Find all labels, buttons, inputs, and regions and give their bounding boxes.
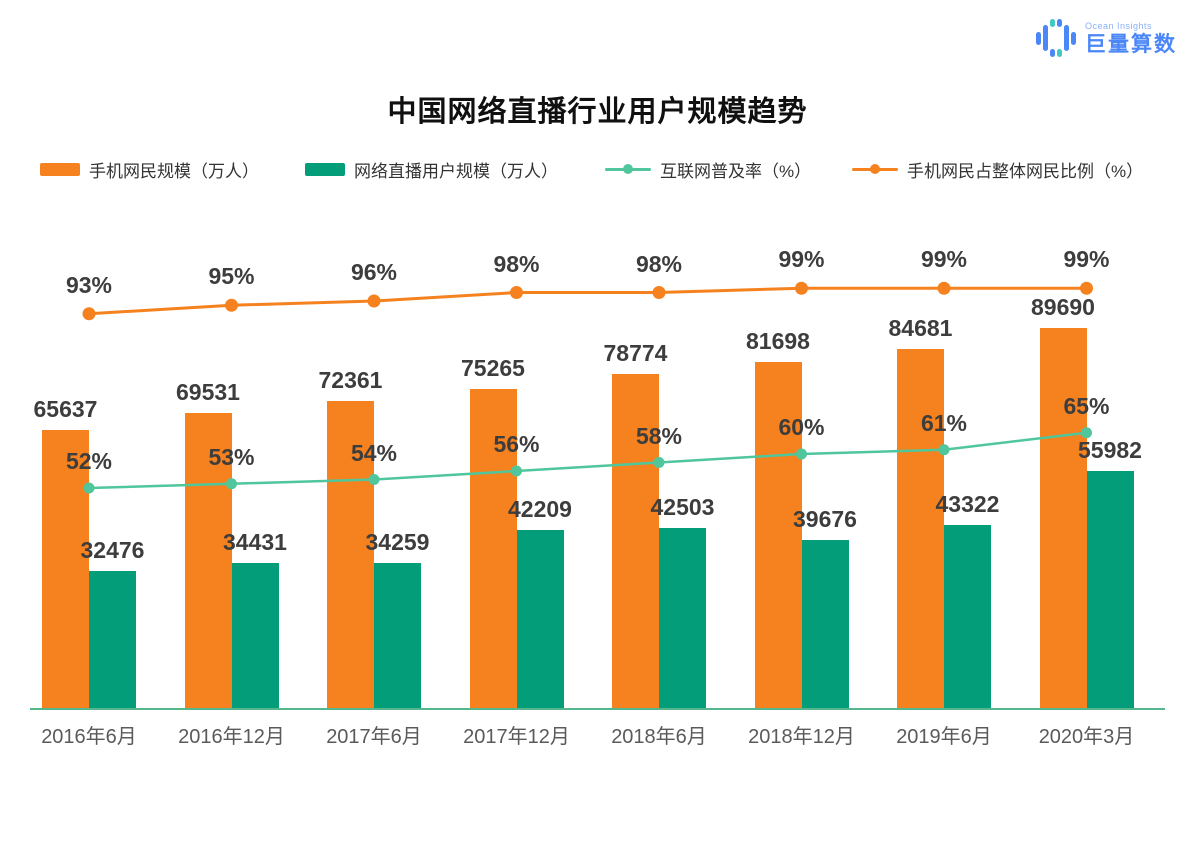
bar-mobile-netizens — [1039, 327, 1087, 709]
legend-item-livestream-users: 网络直播用户规模（万人） — [305, 158, 558, 181]
point-mobile-share — [367, 294, 381, 308]
x-axis-label: 2018年6月 — [611, 726, 707, 748]
x-axis-label: 2017年6月 — [326, 726, 422, 748]
x-axis-label: 2016年6月 — [41, 726, 137, 748]
point-mobile-share — [652, 286, 666, 299]
label-mobile-netizens-value: 72361 — [318, 367, 383, 394]
legend-swatch-livestream-users — [305, 162, 345, 176]
label-mobile-share: 99% — [920, 246, 968, 273]
label-mobile-share: 95% — [208, 263, 255, 290]
bar-mobile-netizens — [897, 349, 944, 709]
label-internet-penetration: 52% — [65, 448, 113, 474]
label-mobile-netizens-value: 65637 — [33, 396, 98, 423]
label-livestream-users-value: 43322 — [935, 490, 1000, 517]
bar-livestream-users — [1086, 471, 1134, 709]
label-mobile-netizens-value: 69531 — [176, 379, 240, 406]
bar-livestream-users — [801, 540, 849, 709]
label-mobile-share: 98% — [493, 250, 540, 277]
label-livestream-users-value: 42503 — [650, 494, 715, 521]
legend-item-mobile-share: 手机网民占整体网民比例（%） — [852, 158, 1144, 181]
label-livestream-users-value: 42209 — [508, 495, 572, 522]
brand-name-cn: 巨量算数 — [1085, 32, 1177, 56]
label-mobile-netizens-value: 89690 — [1031, 293, 1095, 320]
bar-livestream-users — [516, 529, 564, 709]
point-mobile-share — [795, 281, 808, 295]
label-internet-penetration: 61% — [920, 409, 968, 436]
x-axis-label: 2020年3月 — [1038, 726, 1135, 748]
x-axis-label: 2019年6月 — [896, 726, 992, 748]
bar-livestream-users — [374, 563, 421, 709]
legend-label: 手机网民占整体网民比例（%） — [907, 161, 1144, 181]
legend-swatch-mobile-share — [852, 164, 898, 174]
bar-mobile-netizens — [754, 361, 802, 709]
bar-livestream-users — [89, 570, 136, 709]
legend-swatch-internet-penetration — [605, 164, 651, 174]
page-title: 中国网络直播行业用户规模趋势 — [387, 96, 808, 128]
brand-logo: Ocean Insights 巨量算数 — [1034, 16, 1177, 60]
legend-label: 网络直播用户规模（万人） — [354, 161, 558, 181]
label-livestream-users-value: 34431 — [223, 528, 287, 555]
label-mobile-share: 98% — [635, 250, 683, 277]
ocean-insights-logo-icon — [1036, 19, 1076, 57]
label-mobile-netizens-value: 78774 — [603, 340, 668, 367]
label-internet-penetration: 58% — [635, 422, 683, 449]
point-mobile-share — [225, 298, 238, 312]
bar-livestream-users — [231, 562, 279, 709]
label-internet-penetration: 54% — [350, 439, 398, 466]
point-mobile-share — [1080, 281, 1093, 295]
legend-label: 互联网普及率（%） — [660, 161, 812, 181]
bar-mobile-netizens — [42, 430, 89, 709]
bar-livestream-users — [944, 524, 991, 709]
label-livestream-users-value: 39676 — [793, 506, 857, 533]
label-mobile-share: 93% — [65, 271, 113, 298]
x-axis-label: 2018年12月 — [748, 726, 855, 748]
label-mobile-netizens-value: 81698 — [746, 327, 810, 354]
point-mobile-share — [937, 281, 951, 295]
label-livestream-users-value: 34259 — [365, 529, 430, 556]
label-mobile-netizens-value: 84681 — [888, 315, 953, 342]
label-internet-penetration: 56% — [493, 431, 540, 457]
label-livestream-users-value: 32476 — [80, 536, 145, 563]
label-mobile-share: 96% — [350, 259, 398, 285]
line-mobile-share — [88, 286, 1087, 316]
legend-item-mobile-netizens: 手机网民规模（万人） — [40, 158, 259, 181]
label-livestream-users-value: 55982 — [1078, 437, 1142, 464]
label-internet-penetration: 65% — [1063, 392, 1110, 419]
legend-item-internet-penetration: 互联网普及率（%） — [605, 158, 812, 181]
label-internet-penetration: 53% — [208, 443, 255, 470]
point-mobile-share — [510, 286, 523, 299]
x-axis-label: 2016年12月 — [178, 726, 285, 748]
legend-swatch-mobile-netizens — [40, 162, 80, 176]
point-mobile-share — [82, 307, 96, 321]
x-axis-label: 2017年12月 — [463, 726, 570, 748]
bar-mobile-netizens — [612, 374, 659, 709]
label-mobile-share: 99% — [778, 246, 825, 273]
legend-label: 手机网民规模（万人） — [89, 161, 259, 181]
label-mobile-share: 99% — [1063, 246, 1110, 273]
brand-name-en: Ocean Insights — [1085, 20, 1153, 31]
label-internet-penetration: 60% — [778, 414, 825, 440]
label-mobile-netizens-value: 75265 — [461, 355, 525, 382]
x-axis-line — [30, 708, 1165, 710]
bar-livestream-users — [659, 528, 706, 709]
